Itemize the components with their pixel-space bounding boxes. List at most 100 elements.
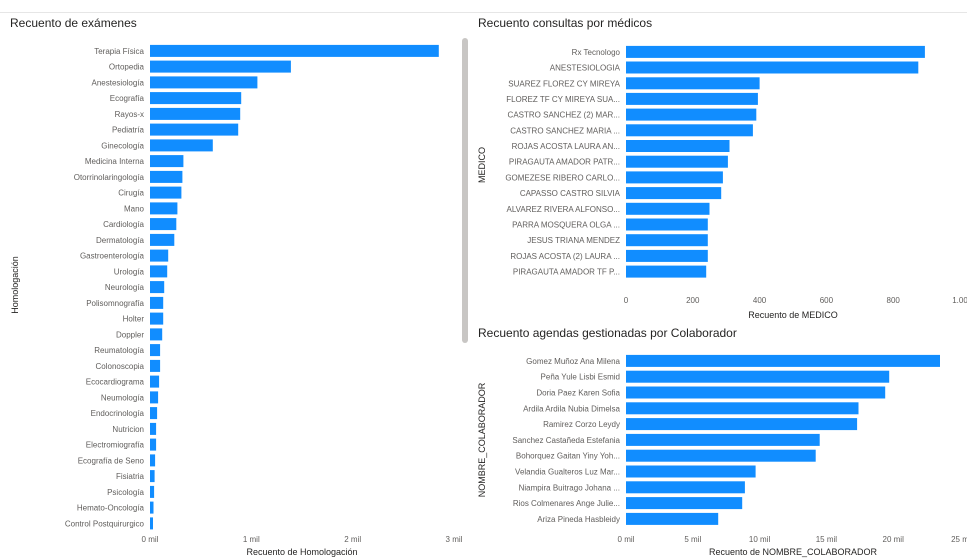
chart0-x-tick-label: 3 mil <box>446 535 463 544</box>
chart1-bar <box>626 45 925 58</box>
chart0-category-label: Urología <box>114 267 145 276</box>
chart0-bar <box>150 202 178 215</box>
chart0-bar <box>150 186 182 199</box>
chart1-category-label: PIRAGAUTA AMADOR TF P... <box>513 268 620 277</box>
chart0-category-label: Ginecología <box>101 141 144 150</box>
chart2-category-label: Velandia Gualteros Luz Mar... <box>515 468 620 477</box>
chart1-category-label: ROJAS ACOSTA LAURA AN... <box>512 142 620 151</box>
chart-title-medicos: Recuento consultas por médicos <box>478 16 653 30</box>
chart2-bar <box>626 497 743 510</box>
chart1-category-label: CASTRO SANCHEZ (2) MAR... <box>508 111 620 120</box>
chart1-bar <box>626 187 722 200</box>
chart1-x-tick-label: 800 <box>887 296 901 305</box>
chart1-bar <box>626 265 707 278</box>
chart2-bar <box>626 370 890 383</box>
chart2-x-tick-label: 20 mil <box>883 535 905 544</box>
chart0-category-label: Gastroenterología <box>80 252 145 261</box>
chart2-category-label: Ramirez Corzo Leydy <box>543 420 620 429</box>
chart1-bar <box>626 234 708 247</box>
chart2-bar <box>626 354 940 367</box>
chart-title-colaborador: Recuento agendas gestionadas por Colabor… <box>478 326 737 340</box>
chart0-bar <box>150 344 161 357</box>
chart2-category-label: Ardila Ardila Nubia Dimelsa <box>523 404 620 413</box>
chart0-category-label: Holter <box>123 315 145 324</box>
chart0-category-label: Medicina Interna <box>85 157 145 166</box>
chart1-x-tick-label: 600 <box>820 296 834 305</box>
chart0-bar <box>150 485 155 498</box>
chart0-category-label: Hemato-Oncología <box>77 504 145 513</box>
chart1-bar <box>626 77 760 90</box>
chart0-bar <box>150 249 169 262</box>
chart1-category-label: GOMEZESE RIBERO CARLO... <box>505 173 620 182</box>
chart0-bar <box>150 407 158 420</box>
chart0-category-label: Reumatología <box>94 346 144 355</box>
chart1-bar <box>626 249 708 262</box>
chart0-bar <box>150 123 239 136</box>
chart0-x-tick-label: 1 mil <box>243 535 260 544</box>
chart0-bar <box>150 375 160 388</box>
chart2-x-tick-label: 10 mil <box>749 535 771 544</box>
chart0-category-label: Electromiografía <box>86 441 145 450</box>
chart1-category-label: PARRA MOSQUERA OLGA ... <box>512 221 620 230</box>
chart0-category-label: Anestesiología <box>92 78 145 87</box>
chart0-category-label: Pediatría <box>112 126 145 135</box>
chart0-bar <box>150 454 156 467</box>
chart0-bar <box>150 422 157 435</box>
chart0-bar <box>150 501 154 514</box>
chart0-category-label: Cirugía <box>118 189 144 198</box>
chart1-x-tick-label: 400 <box>753 296 767 305</box>
chart1-x-tick-label: 200 <box>686 296 700 305</box>
chart2-category-label: Ariza Pineda Hasbleidy <box>537 515 620 524</box>
chart2-bar <box>626 402 859 415</box>
chart2-x-tick-label: 0 mil <box>618 535 635 544</box>
chart1-bar <box>626 140 730 152</box>
chart2-bar <box>626 449 816 462</box>
chart0-category-label: Ecografía <box>110 94 145 103</box>
chart2-x-tick-label: 25 m <box>951 535 967 544</box>
chart1-x-tick-label: 1.00 <box>952 296 967 305</box>
chart1-category-label: ALVAREZ RIVERA ALFONSO... <box>506 205 620 214</box>
chart0-category-label: Colonoscopia <box>96 362 145 371</box>
chart1-bar <box>626 124 753 137</box>
chart0-bar <box>150 233 175 246</box>
chart1-category-label: PIRAGAUTA AMADOR PATR... <box>509 158 620 167</box>
chart2-category-label: Gomez Muñoz Ana Milena <box>526 357 620 366</box>
chart2-category-label: Bohorquez Gaitan Yiny Yoh... <box>516 452 620 461</box>
chart1-category-label: ROJAS ACOSTA (2) LAURA ... <box>510 252 620 261</box>
chart0-category-label: Ecocardiograma <box>86 378 145 387</box>
chart0-bar <box>150 517 153 530</box>
chart2-category-label: Doria Paez Karen Sofia <box>536 389 620 398</box>
chart2-y-axis-title: NOMBRE_COLABORADOR <box>477 382 487 497</box>
chart2-x-axis-title: Recuento de NOMBRE_COLABORADOR <box>709 547 878 557</box>
chart-title-examenes: Recuento de exámenes <box>10 16 137 30</box>
chart0-category-label: Psicología <box>107 488 144 497</box>
chart0-x-tick-label: 0 mil <box>142 535 159 544</box>
chart1-bar <box>626 218 708 231</box>
scrollbar[interactable] <box>462 38 468 343</box>
chart0-bar <box>150 328 163 341</box>
chart0-bar <box>150 296 164 309</box>
chart2-category-label: Rios Colmenares Ange Julie... <box>513 499 620 508</box>
chart0-bar <box>150 312 164 325</box>
chart2-bar <box>626 386 886 399</box>
chart0-bar <box>150 281 165 294</box>
chart0-category-label: Dermatología <box>96 236 145 245</box>
chart2-x-tick-label: 5 mil <box>684 535 701 544</box>
chart2-bar <box>626 433 820 446</box>
chart0-category-label: Polisomnografía <box>86 299 144 308</box>
chart2-bar <box>626 481 745 494</box>
chart2-category-label: Sanchez Castañeda Estefania <box>512 436 620 445</box>
top-divider <box>0 12 967 13</box>
chart0-category-label: Ortopedia <box>109 63 145 72</box>
chart1-category-label: CASTRO SANCHEZ MARIA ... <box>510 126 620 135</box>
chart0-category-label: Ecografía de Seno <box>78 456 145 465</box>
chart0-category-label: Nutricion <box>112 425 144 434</box>
chart1-category-label: Rx Tecnologo <box>572 48 621 57</box>
chart0-category-label: Mano <box>124 204 145 213</box>
chart0-bar <box>150 76 258 89</box>
chart0-category-label: Neumología <box>101 393 145 402</box>
chart0-bar <box>150 170 183 183</box>
chart0-bar <box>150 359 161 372</box>
chart1-bar <box>626 92 758 105</box>
